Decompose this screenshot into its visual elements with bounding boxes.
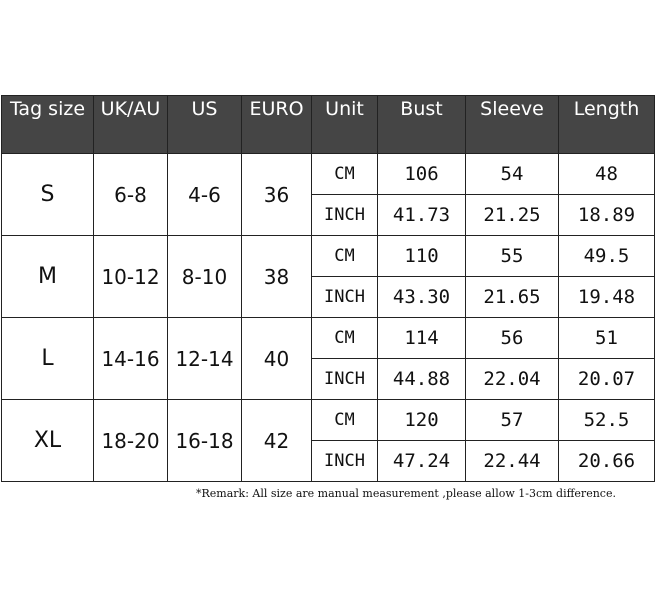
sleeve-cell: 21.65 [465, 276, 559, 318]
length-cell: 20.07 [558, 358, 655, 400]
header-tag-size: Tag size [1, 95, 94, 154]
tag-size-cell: M [1, 235, 94, 318]
header-uk-au: UK/AU [93, 95, 168, 154]
bust-cell: 41.73 [377, 194, 466, 236]
table-row-cm: XL 18-20 16-18 42 CM 120 57 52.5 [1, 399, 655, 482]
uk-au-cell: 10-12 [93, 235, 168, 318]
sleeve-cell: 56 [465, 317, 559, 359]
unit-cell: INCH [311, 194, 378, 236]
uk-au-cell: 14-16 [93, 317, 168, 400]
table-row-cm: L 14-16 12-14 40 CM 114 56 51 [1, 317, 655, 400]
header-bust: Bust [377, 95, 466, 154]
remark-note: *Remark: All size are manual measurement… [196, 487, 616, 500]
uk-au-cell: 18-20 [93, 399, 168, 482]
length-cell: 19.48 [558, 276, 655, 318]
tag-size-cell: XL [1, 399, 94, 482]
table-row-inch: INCH 41.73 21.25 18.89 [2, 194, 655, 236]
bust-cell: 110 [377, 235, 466, 277]
unit-cell: CM [311, 399, 378, 441]
unit-cell: INCH [311, 276, 378, 318]
bust-cell: 106 [377, 153, 466, 195]
unit-cell: INCH [311, 358, 378, 400]
unit-cell: CM [311, 235, 378, 277]
us-cell: 4-6 [167, 153, 242, 236]
sleeve-cell: 54 [465, 153, 559, 195]
sleeve-cell: 22.04 [465, 358, 559, 400]
sleeve-cell: 57 [465, 399, 559, 441]
table-row-cm: S 6-8 4-6 36 CM 106 54 48 [1, 153, 655, 236]
sleeve-cell: 55 [465, 235, 559, 277]
header-row: Tag size UK/AU US EURO Unit Bust Sleeve … [1, 95, 655, 154]
sleeve-cell: 21.25 [465, 194, 559, 236]
length-cell: 52.5 [558, 399, 655, 441]
bust-cell: 43.30 [377, 276, 466, 318]
euro-cell: 40 [241, 317, 312, 400]
unit-cell: CM [311, 317, 378, 359]
length-cell: 49.5 [558, 235, 655, 277]
header-us: US [167, 95, 242, 154]
sleeve-cell: 22.44 [465, 440, 559, 482]
tag-size-cell: L [1, 317, 94, 400]
header-unit: Unit [311, 95, 378, 154]
unit-cell: CM [311, 153, 378, 195]
length-cell: 20.66 [558, 440, 655, 482]
us-cell: 8-10 [167, 235, 242, 318]
bust-cell: 120 [377, 399, 466, 441]
us-cell: 16-18 [167, 399, 242, 482]
euro-cell: 38 [241, 235, 312, 318]
size-chart-table: Tag size UK/AU US EURO Unit Bust Sleeve … [1, 95, 655, 482]
table-row-inch: INCH 44.88 22.04 20.07 [2, 358, 655, 400]
table-row-inch: INCH 47.24 22.44 20.66 [2, 440, 655, 482]
bust-cell: 47.24 [377, 440, 466, 482]
header-length: Length [558, 95, 655, 154]
unit-cell: INCH [311, 440, 378, 482]
bust-cell: 44.88 [377, 358, 466, 400]
uk-au-cell: 6-8 [93, 153, 168, 236]
header-euro: EURO [241, 95, 312, 154]
us-cell: 12-14 [167, 317, 242, 400]
bust-cell: 114 [377, 317, 466, 359]
tag-size-cell: S [1, 153, 94, 236]
length-cell: 51 [558, 317, 655, 359]
header-sleeve: Sleeve [465, 95, 559, 154]
euro-cell: 36 [241, 153, 312, 236]
table-row-cm: M 10-12 8-10 38 CM 110 55 49.5 [1, 235, 655, 318]
length-cell: 48 [558, 153, 655, 195]
length-cell: 18.89 [558, 194, 655, 236]
table-row-inch: INCH 43.30 21.65 19.48 [2, 276, 655, 318]
euro-cell: 42 [241, 399, 312, 482]
